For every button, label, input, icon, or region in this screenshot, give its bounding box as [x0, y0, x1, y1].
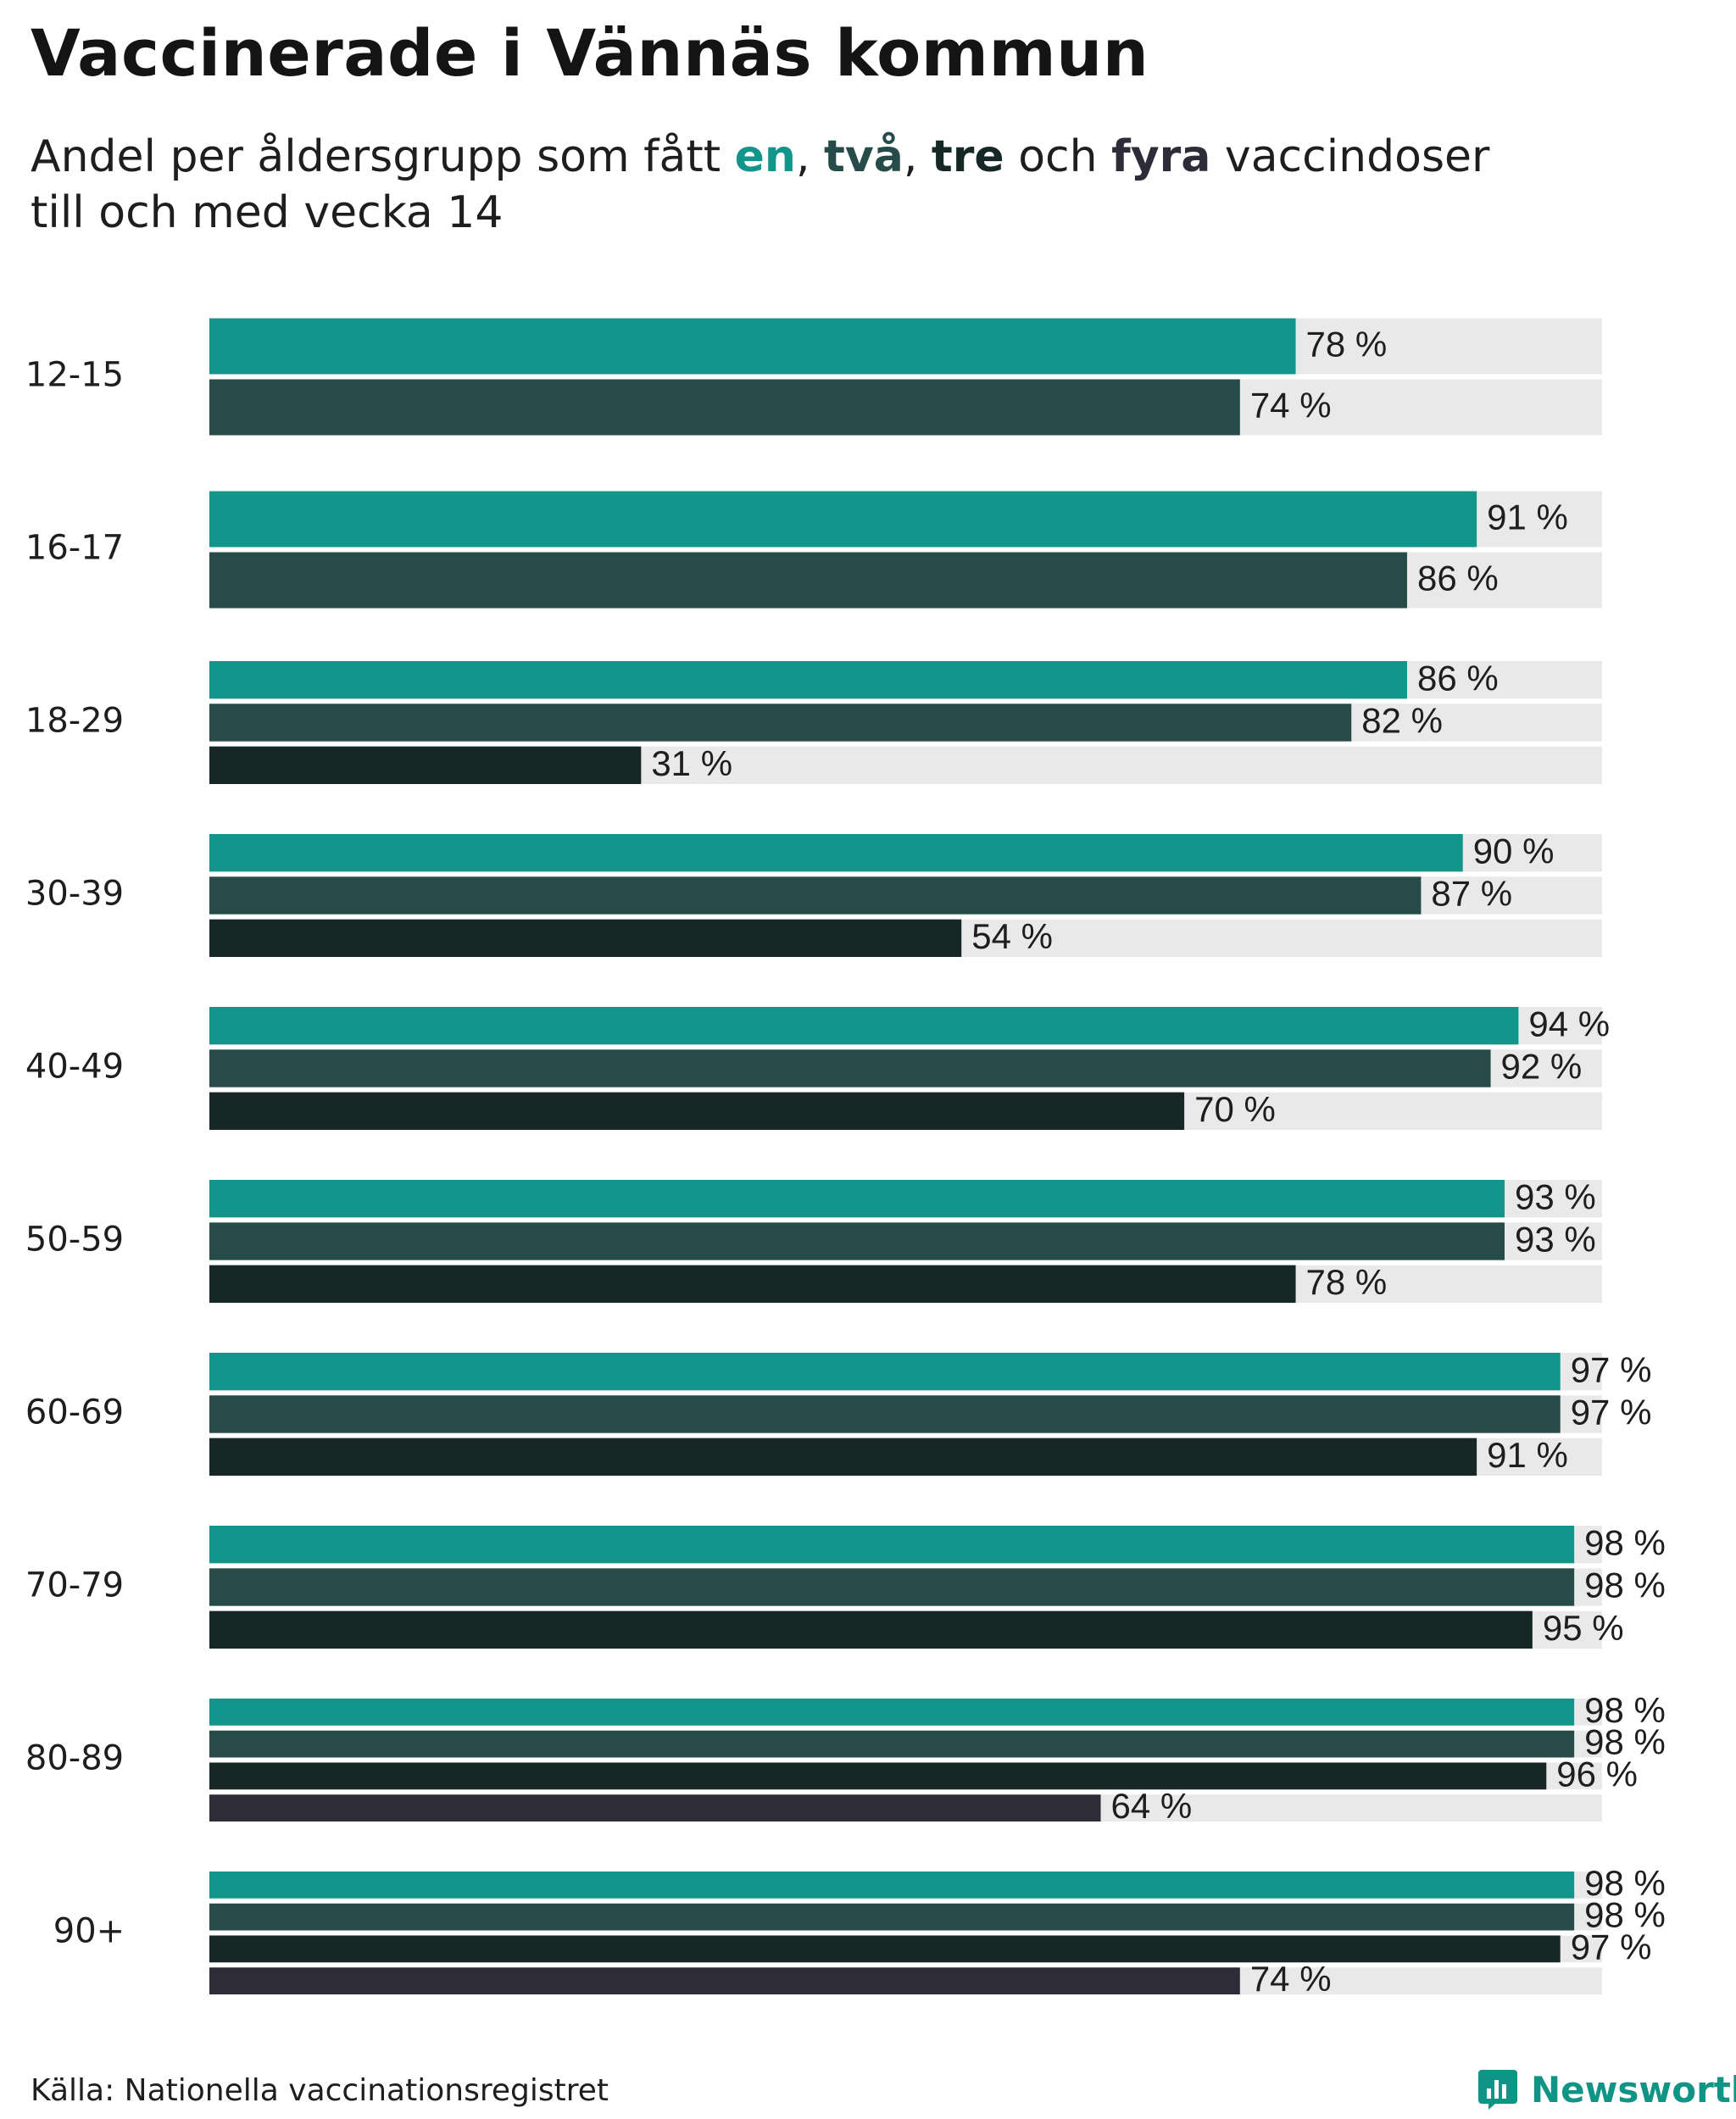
brand-name: Newsworthy [1531, 2068, 1736, 2111]
bar-tva-30-39 [209, 876, 1422, 915]
value-label: 70 % [1194, 1089, 1276, 1129]
bar-tre-60-69 [209, 1438, 1477, 1476]
legend-key-fyra: fyra [1111, 131, 1211, 182]
legend-key-en: en [734, 131, 796, 182]
category-label: 18-29 [25, 702, 124, 741]
bar-tre-50-59 [209, 1265, 1296, 1303]
bar-tva-70-79 [209, 1568, 1575, 1606]
category-label: 60-69 [25, 1393, 124, 1432]
value-label: 98 % [1584, 1522, 1666, 1562]
bar-tva-16-17 [209, 552, 1407, 609]
bar-tre-40-49 [209, 1092, 1185, 1130]
source-note: Källa: Nationella vaccinationsregistret [31, 2073, 609, 2108]
bar-en-30-39 [209, 834, 1463, 872]
bar-tre-18-29 [209, 746, 642, 784]
value-label: 97 % [1571, 1927, 1652, 1966]
value-label: 78 % [1306, 1262, 1388, 1302]
bar-tva-60-69 [209, 1395, 1561, 1433]
bar-en-60-69 [209, 1353, 1561, 1391]
bar-group-30-39: 30-39 90 % 87 % 54 % [25, 831, 1602, 957]
chart-title: Vaccinerade i Vännäs kommun [31, 15, 1149, 91]
value-label: 31 % [651, 743, 732, 783]
brand-logo: Newsworthy [1477, 2068, 1736, 2111]
bar-tva-80-89 [209, 1730, 1575, 1758]
value-label: 54 % [971, 916, 1053, 956]
bar-en-40-49 [209, 1007, 1519, 1045]
bar-tre-90+ [209, 1935, 1561, 1963]
bar-tva-90+ [209, 1903, 1575, 1931]
value-label: 87 % [1431, 874, 1512, 914]
bar-en-18-29 [209, 661, 1407, 699]
bar-tva-50-59 [209, 1222, 1505, 1260]
bar-group-90+: 90+98 %98 %97 %74 % [53, 1863, 1666, 1999]
bar-en-16-17 [209, 491, 1477, 548]
bar-en-12-15 [209, 318, 1296, 375]
subtitle-separator-1: , [795, 131, 825, 182]
category-label: 70-79 [25, 1566, 124, 1605]
value-label: 86 % [1417, 658, 1499, 698]
value-label: 97 % [1571, 1393, 1652, 1432]
bar-fyra-90+ [209, 1967, 1240, 1994]
subtitle-suffix: vaccindoser [1210, 131, 1490, 182]
subtitle-separator-2: , [903, 131, 932, 182]
category-label: 90+ [53, 1912, 125, 1951]
value-label: 98 % [1584, 1690, 1666, 1730]
bar-tva-40-49 [209, 1049, 1491, 1087]
value-label: 74 % [1250, 1959, 1332, 1999]
bar-en-50-59 [209, 1180, 1505, 1218]
category-label: 80-89 [25, 1739, 124, 1778]
bar-chart-logo-icon [1478, 2070, 1517, 2110]
value-label: 98 % [1584, 1566, 1666, 1605]
value-label: 91 % [1487, 498, 1568, 537]
bar-fyra-80-89 [209, 1794, 1101, 1821]
value-label: 64 % [1111, 1786, 1193, 1826]
value-label: 78 % [1306, 325, 1388, 364]
value-label: 90 % [1473, 831, 1555, 870]
value-label: 94 % [1528, 1004, 1610, 1043]
bar-group-16-17: 16-17 91 % 86 % [25, 491, 1602, 609]
category-label: 30-39 [25, 875, 124, 914]
value-label: 98 % [1584, 1722, 1666, 1762]
bar-tre-80-89 [209, 1762, 1547, 1790]
bar-group-50-59: 50-59 93 %93 % 78 % [25, 1176, 1602, 1303]
value-label: 97 % [1571, 1349, 1652, 1389]
subtitle-line-2: till och med vecka 14 [31, 187, 504, 238]
value-label: 96 % [1556, 1754, 1638, 1794]
subtitle-prefix: Andel per åldersgrupp som fått [31, 131, 735, 182]
subtitle-line-1: Andel per åldersgrupp som fått en, två, … [31, 129, 1489, 185]
chart-subtitle: Andel per åldersgrupp som fått en, två, … [31, 129, 1489, 241]
legend-key-tre: tre [931, 131, 1004, 182]
category-label: 12-15 [25, 356, 124, 395]
value-label: 98 % [1584, 1863, 1666, 1903]
legend-key-tva: två [824, 131, 904, 182]
subtitle-separator-3: och [1004, 131, 1112, 182]
value-label: 92 % [1501, 1047, 1583, 1087]
value-label: 82 % [1361, 701, 1443, 741]
bar-group-12-15: 12-15 78 % 74 % [25, 318, 1602, 436]
bar-group-18-29: 18-29 86 %82 % 31 % [25, 658, 1602, 784]
bar-tre-30-39 [209, 919, 962, 957]
value-label: 93 % [1515, 1220, 1596, 1260]
value-label: 93 % [1515, 1176, 1596, 1216]
value-label: 74 % [1250, 386, 1332, 425]
bar-group-40-49: 40-49 94 % 92 % 70 % [25, 1004, 1610, 1130]
category-label: 16-17 [25, 529, 124, 568]
value-label: 86 % [1417, 559, 1499, 598]
bar-en-70-79 [209, 1526, 1575, 1564]
value-label: 91 % [1487, 1435, 1568, 1475]
category-label: 40-49 [25, 1048, 124, 1087]
bar-tva-12-15 [209, 379, 1240, 436]
category-label: 50-59 [25, 1221, 124, 1260]
value-label: 95 % [1543, 1608, 1624, 1648]
bar-tre-70-79 [209, 1610, 1533, 1649]
bar-en-80-89 [209, 1699, 1575, 1726]
bar-en-90+ [209, 1872, 1575, 1899]
value-label: 98 % [1584, 1895, 1666, 1935]
bar-tva-18-29 [209, 704, 1352, 742]
